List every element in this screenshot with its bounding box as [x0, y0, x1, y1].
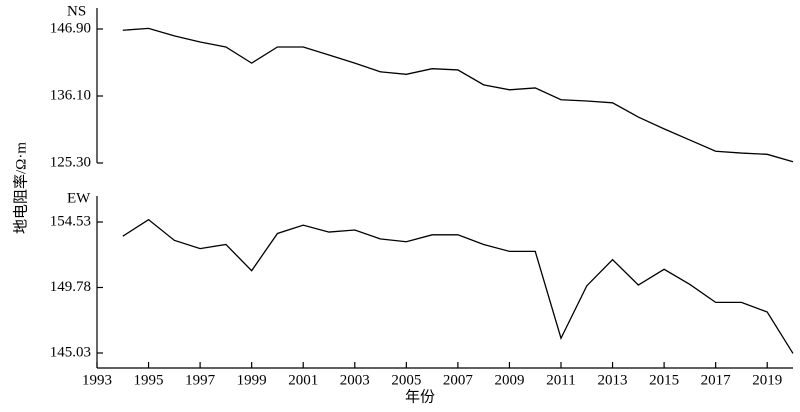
x-tick-label: 1993	[82, 372, 112, 388]
panel-title: EW	[67, 190, 91, 206]
x-tick-label: 1995	[134, 372, 164, 388]
x-tick-label: 2001	[288, 372, 318, 388]
x-axis-label: 年份	[405, 388, 435, 405]
x-tick-label: 2007	[443, 372, 474, 388]
y-tick-label: 125.30	[50, 154, 91, 170]
x-tick-label: 2009	[494, 372, 524, 388]
line	[122, 27, 794, 163]
x-tick-label: 2005	[391, 372, 421, 388]
y-axis-label: 地电阻率/Ω·m	[12, 142, 29, 234]
x-tick-label: 1999	[237, 372, 267, 388]
y-tick-label: 149.78	[50, 279, 91, 295]
x-tick-label: 2011	[546, 372, 575, 388]
x-tick-label: 2003	[340, 372, 370, 388]
y-tick-label: 145.03	[50, 344, 91, 360]
x-tick-label: 2013	[598, 372, 628, 388]
x-tick-label: 2015	[649, 372, 679, 388]
y-tick-label: 146.90	[50, 20, 91, 36]
y-tick-label: 136.10	[50, 87, 91, 103]
panel-title: NS	[67, 3, 86, 19]
line	[122, 218, 794, 354]
x-tick-label: 2017	[701, 372, 732, 388]
x-tick-label: 2019	[752, 372, 782, 388]
x-tick-label: 1997	[185, 372, 216, 388]
y-tick-label: 154.53	[50, 213, 91, 229]
